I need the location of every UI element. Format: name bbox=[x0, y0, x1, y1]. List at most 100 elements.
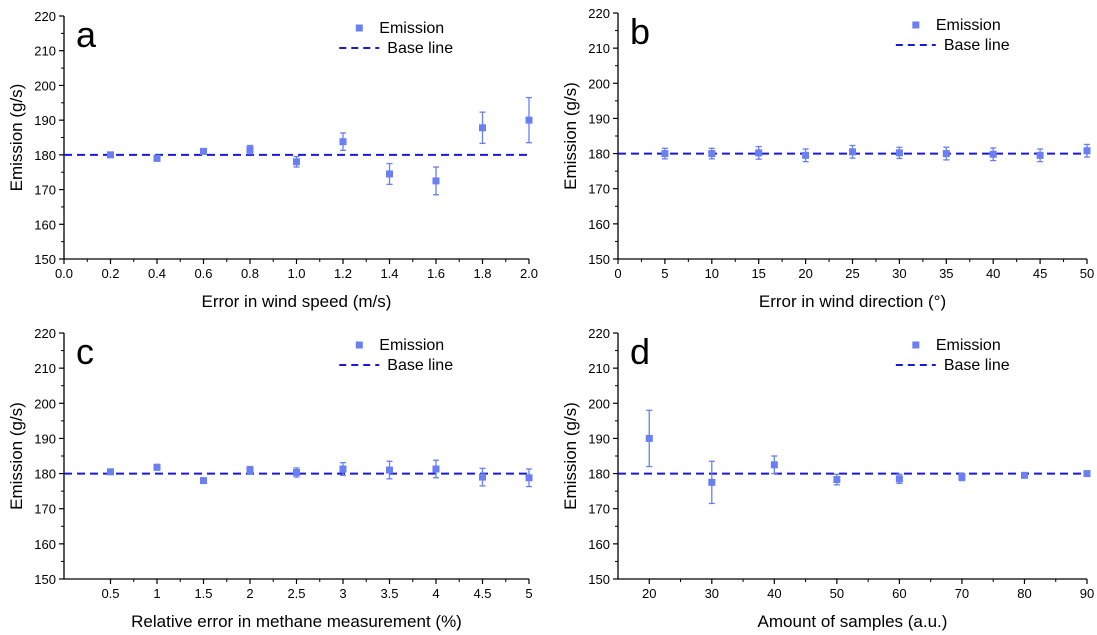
y-tick-label: 160 bbox=[34, 217, 56, 232]
y-tick-label: 220 bbox=[588, 6, 610, 21]
data-point bbox=[1036, 151, 1044, 159]
data-point bbox=[153, 154, 161, 162]
data-point bbox=[770, 461, 778, 469]
data-point bbox=[802, 151, 810, 159]
data-point bbox=[386, 466, 393, 474]
chart-panel-b: 150 160 170 180 190 200 210 220 0 5 10 15 20 25 30 35 40… bbox=[561, 6, 1094, 311]
data-point bbox=[708, 150, 716, 158]
data-point bbox=[1020, 471, 1028, 479]
legend-baseline-label: Base line bbox=[387, 357, 453, 374]
x-tick-label: 1.6 bbox=[427, 266, 445, 281]
y-tick-label: 190 bbox=[34, 113, 56, 128]
x-tick-label: 1 bbox=[153, 586, 160, 601]
legend-baseline-label: Base line bbox=[944, 37, 1010, 54]
x-tick-label: 30 bbox=[705, 586, 719, 601]
y-tick-label: 210 bbox=[34, 44, 56, 59]
y-tick-label: 200 bbox=[34, 78, 56, 93]
y-tick-label: 160 bbox=[588, 537, 610, 552]
x-axis-label: Error in wind speed (m/s) bbox=[202, 292, 392, 311]
chart-panel-a: 150 160 170 180 190 200 210 220 0.0 0.2 0.4 0.6 0.8 1… bbox=[7, 9, 538, 311]
x-tick-label: 2.0 bbox=[520, 266, 538, 281]
data-point bbox=[153, 463, 161, 471]
y-tick-label: 210 bbox=[34, 361, 56, 376]
legend-emission-label: Emission bbox=[379, 337, 444, 354]
data-point bbox=[432, 177, 440, 185]
panel-letter: c bbox=[76, 331, 94, 372]
y-tick-label: 180 bbox=[588, 467, 610, 482]
x-tick-label: 10 bbox=[705, 266, 719, 281]
x-tick-label: 0.8 bbox=[241, 266, 259, 281]
x-tick-label: 20 bbox=[798, 266, 812, 281]
x-tick-label: 0 bbox=[614, 266, 621, 281]
y-tick-label: 170 bbox=[34, 183, 56, 198]
y-tick-label: 200 bbox=[588, 76, 610, 91]
data-point bbox=[942, 150, 950, 158]
data-point bbox=[833, 476, 841, 484]
data-point bbox=[895, 475, 903, 483]
legend-emission-marker bbox=[355, 24, 363, 32]
y-tick-label: 150 bbox=[588, 252, 610, 267]
y-tick-label: 220 bbox=[588, 326, 610, 341]
x-tick-label: 45 bbox=[1033, 266, 1047, 281]
data-point bbox=[849, 148, 856, 156]
data-point bbox=[293, 469, 300, 477]
x-tick-label: 1.2 bbox=[334, 266, 352, 281]
x-tick-label: 0.2 bbox=[101, 266, 119, 281]
data-point bbox=[989, 150, 997, 158]
data-point bbox=[200, 147, 207, 155]
x-tick-label: 0.4 bbox=[148, 266, 166, 281]
legend-emission-label: Emission bbox=[936, 17, 1001, 34]
chart-panel-c: 150 160 170 180 190 200 210 220 0.5 1 1.5 2 2.5 3 3.5 4… bbox=[7, 326, 533, 631]
y-tick-label: 170 bbox=[34, 502, 56, 517]
data-point bbox=[293, 158, 300, 166]
x-tick-label: 35 bbox=[939, 266, 953, 281]
y-tick-label: 220 bbox=[34, 326, 56, 341]
x-tick-label: 90 bbox=[1080, 586, 1094, 601]
y-tick-label: 160 bbox=[34, 537, 56, 552]
x-tick-label: 5 bbox=[525, 586, 532, 601]
x-tick-label: 50 bbox=[1080, 266, 1094, 281]
x-axis-label: Amount of samples (a.u.) bbox=[758, 612, 948, 631]
x-tick-label: 1.5 bbox=[194, 586, 212, 601]
y-tick-label: 180 bbox=[34, 467, 56, 482]
x-tick-label: 5 bbox=[661, 266, 668, 281]
x-tick-label: 2.5 bbox=[287, 586, 305, 601]
data-point bbox=[661, 150, 669, 158]
data-point bbox=[339, 138, 347, 146]
y-axis-label: Emission (g/s) bbox=[7, 84, 26, 192]
x-tick-label: 30 bbox=[892, 266, 906, 281]
y-axis-label: Emission (g/s) bbox=[561, 402, 580, 510]
y-tick-label: 180 bbox=[34, 148, 56, 163]
data-point bbox=[958, 473, 966, 481]
x-tick-label: 25 bbox=[845, 266, 859, 281]
x-tick-label: 40 bbox=[767, 586, 781, 601]
x-tick-label: 1.4 bbox=[380, 266, 398, 281]
x-tick-label: 4.5 bbox=[473, 586, 491, 601]
data-point bbox=[525, 474, 533, 482]
data-point bbox=[1083, 147, 1091, 155]
legend-emission-label: Emission bbox=[936, 337, 1001, 354]
y-tick-label: 220 bbox=[34, 9, 56, 24]
x-tick-label: 3 bbox=[339, 586, 346, 601]
panel-letter: b bbox=[630, 11, 650, 52]
x-tick-label: 1.0 bbox=[287, 266, 305, 281]
x-tick-label: 50 bbox=[830, 586, 844, 601]
y-tick-label: 170 bbox=[588, 182, 610, 197]
x-tick-label: 3.5 bbox=[380, 586, 398, 601]
chart-panel-d: 150 160 170 180 190 200 210 220 20 30 40 50 60 70 80 90… bbox=[561, 326, 1094, 631]
y-tick-label: 210 bbox=[588, 361, 610, 376]
data-point bbox=[755, 149, 763, 157]
data-point bbox=[386, 170, 393, 178]
x-tick-label: 4 bbox=[432, 586, 439, 601]
x-axis-label: Error in wind direction (°) bbox=[759, 292, 946, 311]
data-point bbox=[895, 149, 903, 157]
y-tick-label: 180 bbox=[588, 147, 610, 162]
y-tick-label: 200 bbox=[34, 396, 56, 411]
data-point bbox=[246, 146, 254, 154]
x-tick-label: 60 bbox=[892, 586, 906, 601]
x-tick-label: 20 bbox=[642, 586, 656, 601]
y-tick-label: 150 bbox=[34, 572, 56, 587]
legend-emission-marker bbox=[355, 341, 363, 349]
x-tick-label: 1.8 bbox=[473, 266, 491, 281]
data-point bbox=[107, 151, 114, 159]
